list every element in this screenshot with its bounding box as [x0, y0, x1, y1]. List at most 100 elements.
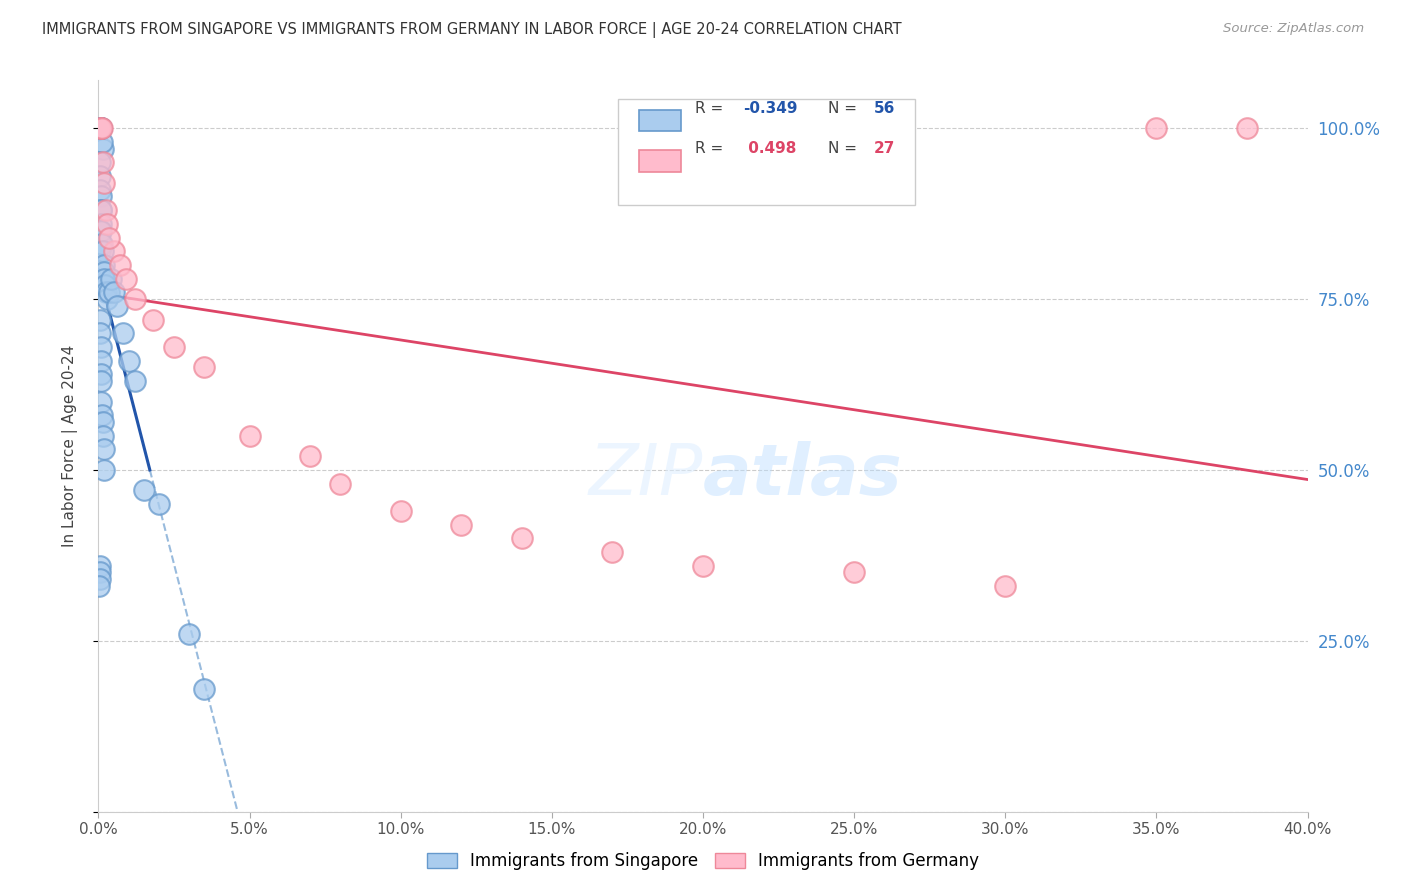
Point: [90, 217, 112, 231]
Point: [118, 353, 141, 368]
Text: N =: N =: [828, 101, 862, 116]
Point: [89, 169, 111, 183]
Point: [105, 299, 128, 313]
Point: [91, 429, 114, 443]
Point: [124, 292, 146, 306]
Point: [89, 121, 111, 136]
Point: [89, 121, 111, 136]
Point: [148, 497, 170, 511]
Point: [98, 230, 121, 244]
Text: atlas: atlas: [703, 441, 903, 509]
Point: [1146, 121, 1168, 136]
Point: [91, 409, 114, 423]
Legend: Immigrants from Singapore, Immigrants from Germany: Immigrants from Singapore, Immigrants fr…: [420, 846, 986, 877]
Point: [389, 504, 412, 518]
Point: [114, 271, 136, 285]
Point: [93, 271, 115, 285]
Text: ZIP: ZIP: [589, 441, 703, 509]
Point: [91, 415, 114, 429]
Text: Source: ZipAtlas.com: Source: ZipAtlas.com: [1223, 22, 1364, 36]
Point: [90, 340, 112, 354]
Point: [89, 579, 111, 593]
Point: [103, 285, 125, 300]
Point: [124, 374, 146, 388]
Text: -0.349: -0.349: [742, 101, 797, 116]
Point: [91, 244, 114, 259]
Point: [89, 572, 111, 586]
Point: [90, 121, 112, 136]
Point: [93, 463, 115, 477]
Point: [602, 545, 624, 559]
Point: [89, 121, 111, 136]
Point: [108, 258, 131, 272]
Y-axis label: In Labor Force | Age 20-24: In Labor Force | Age 20-24: [62, 345, 77, 547]
Point: [90, 203, 112, 218]
Point: [90, 121, 112, 136]
Point: [1236, 121, 1258, 136]
FancyBboxPatch shape: [638, 150, 682, 171]
Point: [89, 244, 111, 259]
Text: IMMIGRANTS FROM SINGAPORE VS IMMIGRANTS FROM GERMANY IN LABOR FORCE | AGE 20-24 : IMMIGRANTS FROM SINGAPORE VS IMMIGRANTS …: [42, 22, 901, 38]
Text: R =: R =: [695, 141, 728, 156]
Text: 27: 27: [873, 141, 894, 156]
Point: [93, 176, 115, 190]
Point: [89, 224, 111, 238]
Point: [89, 558, 111, 573]
Point: [239, 429, 262, 443]
Point: [179, 627, 201, 641]
Text: R =: R =: [695, 101, 728, 116]
Point: [90, 368, 112, 382]
Point: [96, 292, 118, 306]
Point: [90, 121, 112, 136]
Point: [89, 155, 111, 169]
Point: [96, 217, 118, 231]
Point: [994, 579, 1017, 593]
Point: [329, 476, 352, 491]
Point: [89, 326, 111, 341]
Point: [91, 237, 114, 252]
Point: [90, 189, 112, 203]
Point: [94, 285, 117, 300]
Point: [94, 278, 117, 293]
Point: [90, 203, 112, 218]
Point: [132, 483, 155, 498]
Point: [510, 531, 533, 545]
Text: 0.498: 0.498: [742, 141, 796, 156]
Point: [91, 155, 114, 169]
Point: [91, 135, 114, 149]
Point: [193, 681, 215, 696]
Point: [193, 360, 215, 375]
Point: [163, 340, 186, 354]
Point: [100, 271, 122, 285]
Point: [89, 566, 111, 580]
Point: [91, 121, 114, 136]
Point: [90, 121, 112, 136]
Point: [89, 183, 111, 197]
Point: [94, 203, 117, 218]
Point: [93, 442, 115, 457]
Point: [89, 121, 111, 136]
Text: 56: 56: [873, 101, 894, 116]
Point: [89, 121, 111, 136]
Point: [299, 449, 322, 463]
Point: [103, 244, 125, 259]
FancyBboxPatch shape: [619, 99, 915, 204]
Point: [90, 121, 112, 136]
FancyBboxPatch shape: [638, 110, 682, 131]
Point: [692, 558, 714, 573]
Point: [89, 312, 111, 326]
Point: [142, 312, 165, 326]
Point: [93, 258, 115, 272]
Point: [89, 237, 111, 252]
Point: [450, 517, 472, 532]
Point: [98, 285, 121, 300]
Point: [91, 142, 114, 156]
Point: [90, 353, 112, 368]
Point: [90, 374, 112, 388]
Point: [90, 224, 112, 238]
Point: [93, 265, 115, 279]
Point: [111, 326, 134, 341]
Text: N =: N =: [828, 141, 862, 156]
Point: [844, 566, 866, 580]
Point: [90, 394, 112, 409]
